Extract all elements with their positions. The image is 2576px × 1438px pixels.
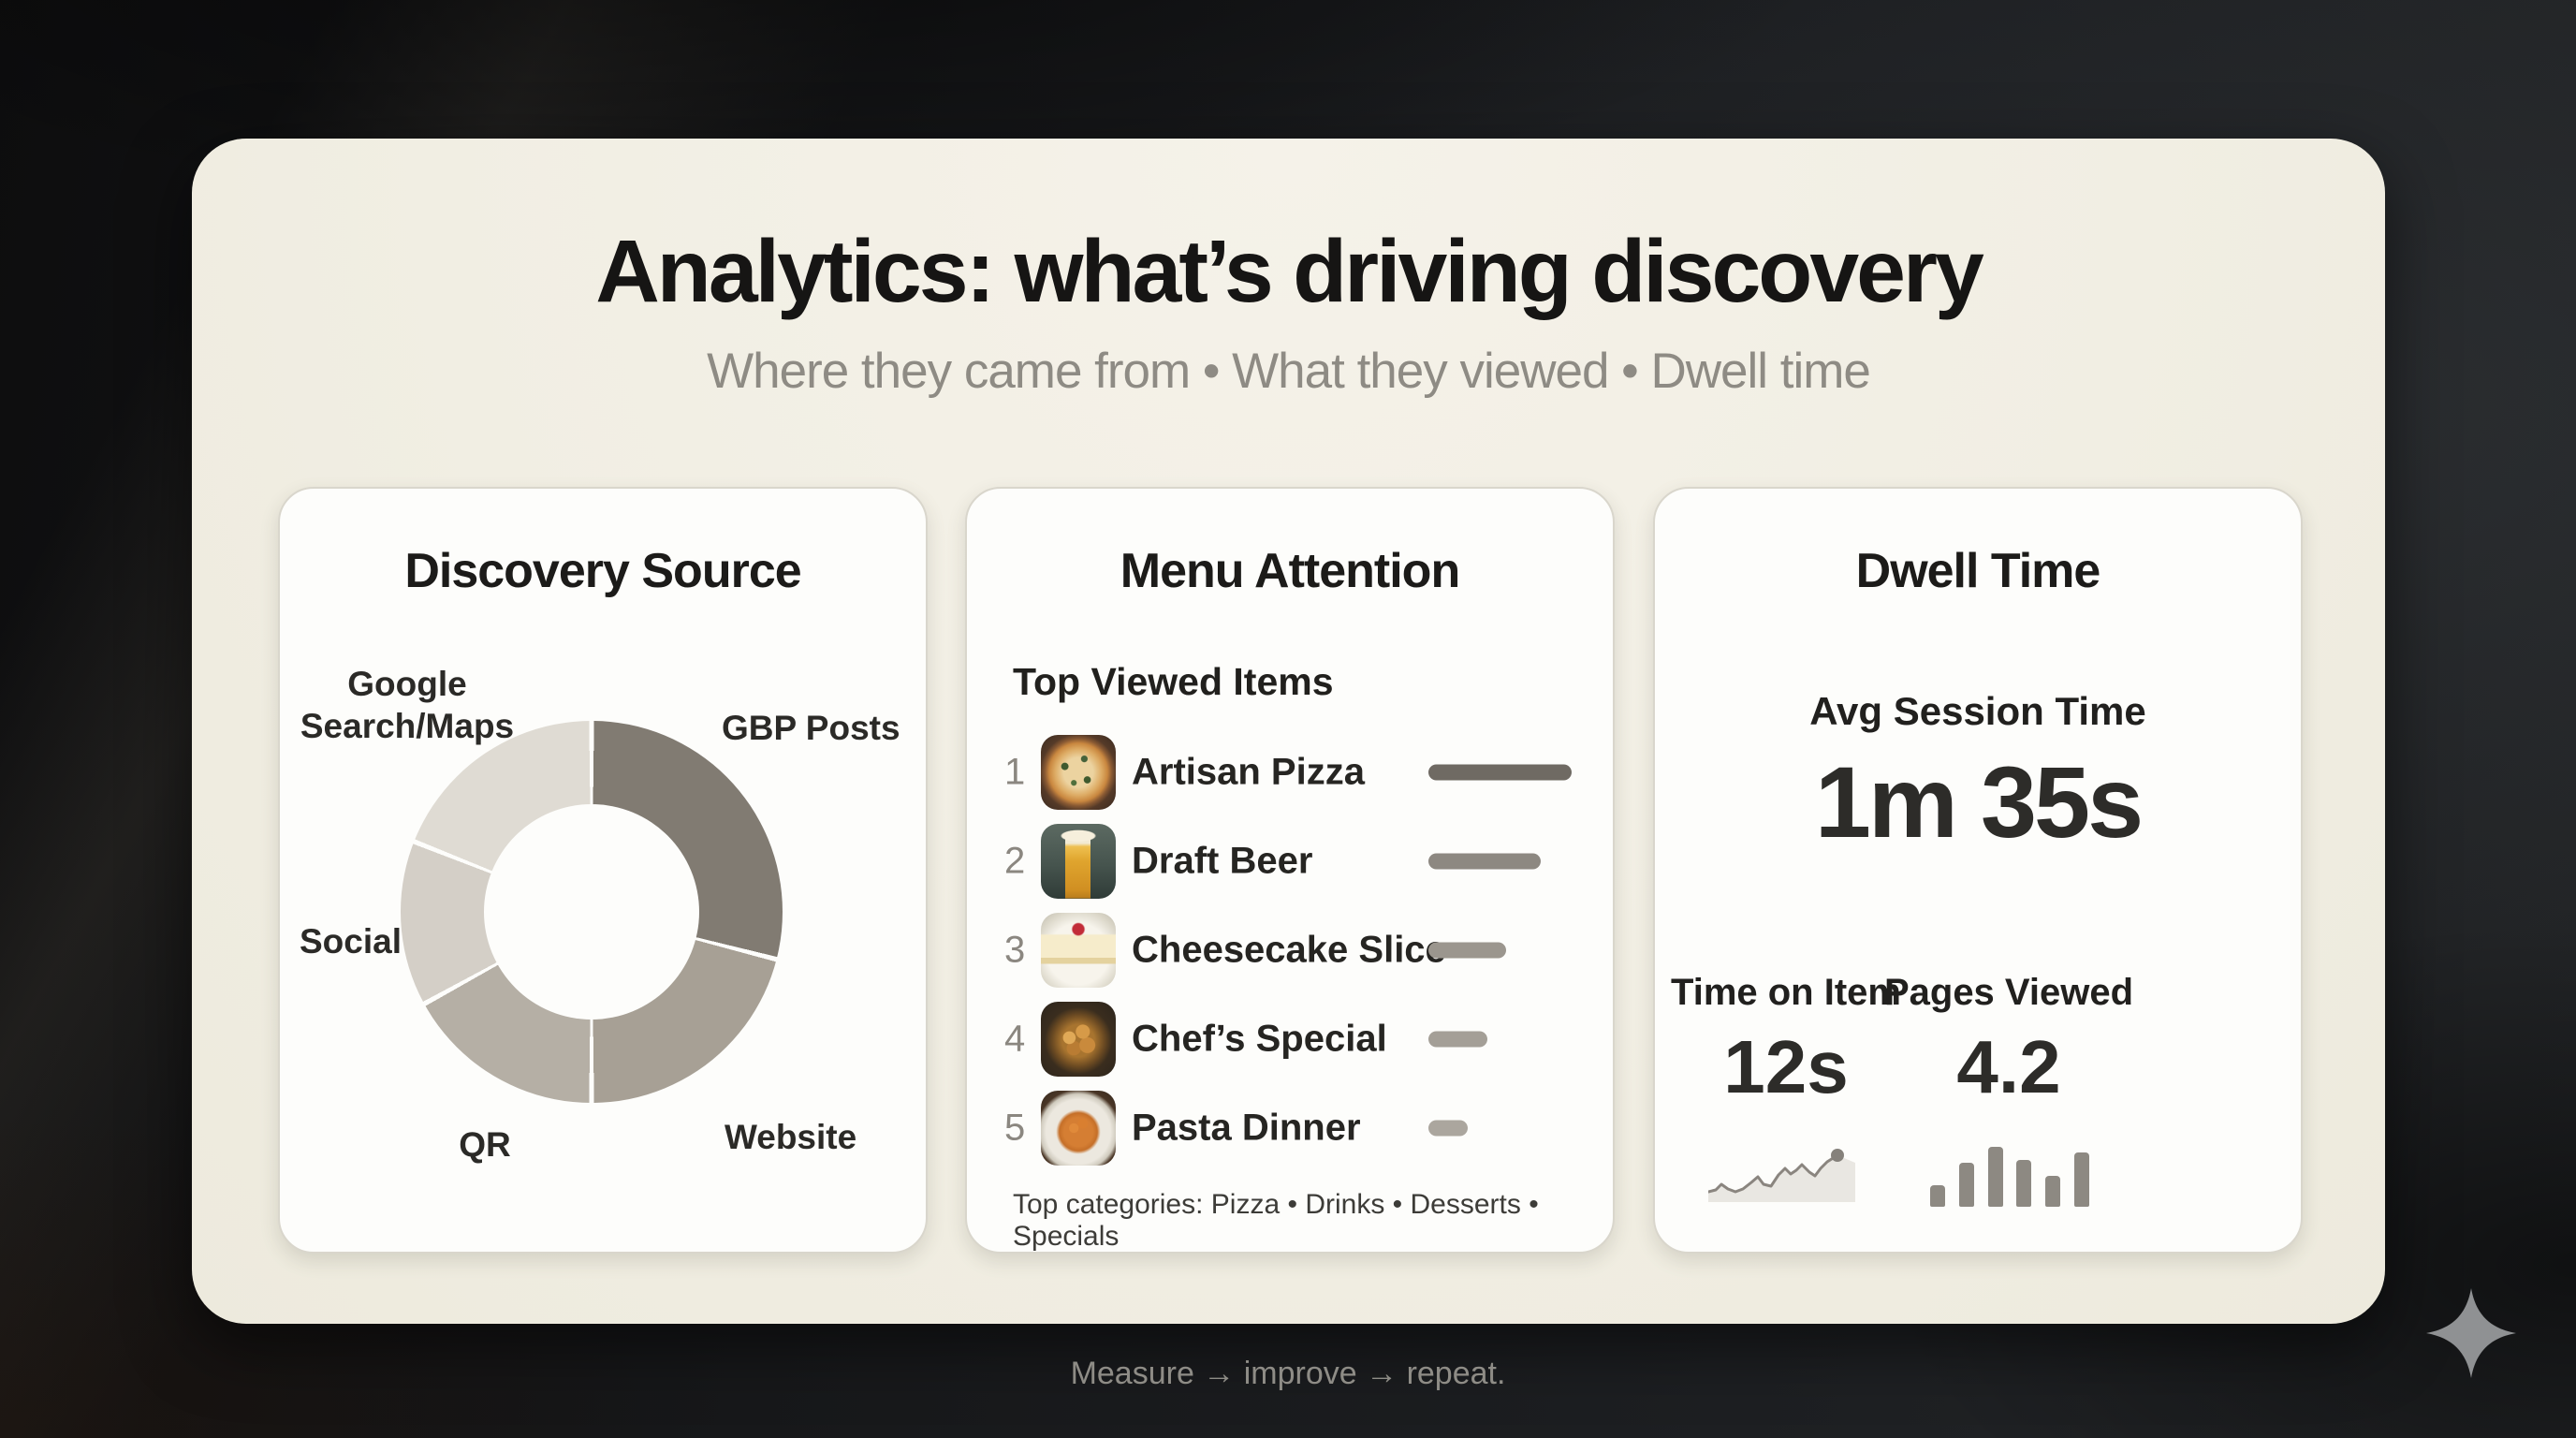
donut-label-google-line1: Google [347,665,467,703]
discovery-card-title: Discovery Source [404,544,801,598]
pages-viewed-bar-chart [1930,1144,2089,1207]
mini-bar [1987,1147,2003,1207]
list-item: 1 Artisan Pizza [967,727,1613,817]
donut-label-gbp-posts: GBP Posts [722,709,900,747]
food-thumbnail-beer [1041,824,1116,899]
time-on-item-label: Time on Item [1671,972,1901,1013]
pages-viewed-value: 4.2 [1956,1025,2061,1108]
list-item: 3 Cheesecake Slice [967,905,1613,995]
item-name: Draft Beer [1132,840,1313,882]
rank-number: 1 [1004,751,1026,793]
mini-bar [1958,1163,1974,1207]
slide-title: Analytics: what’s driving discovery [595,222,1984,321]
food-thumbnail-chefs-special [1041,1002,1116,1077]
rank-number: 4 [1004,1018,1026,1060]
avg-session-time-label: Avg Session Time [1809,689,2146,733]
dwell-time-card: Dwell Time Avg Session Time 1m 35s Time … [1653,487,2303,1254]
item-name: Pasta Dinner [1132,1107,1361,1149]
donut-label-google: Google Search/Maps [290,663,524,747]
donut-label-website: Website [724,1118,857,1156]
item-name: Cheesecake Slice [1132,929,1446,971]
rank-number: 5 [1004,1107,1026,1149]
mini-bar [2045,1176,2061,1207]
presentation-slide: Analytics: what’s driving discovery Wher… [192,139,2385,1324]
donut-hole [484,804,699,1020]
menu-card-title: Menu Attention [1120,544,1460,598]
dwell-card-title: Dwell Time [1855,544,2101,598]
donut-label-qr: QR [459,1125,511,1164]
discovery-donut-chart [401,721,783,1103]
sparkle-icon[interactable] [2426,1288,2516,1378]
attention-bar [1428,1031,1487,1048]
menu-attention-card: Menu Attention Top Viewed Items 1 Artisa… [965,487,1615,1254]
sparkline-end-dot [1831,1149,1844,1162]
sparkline-area [1708,1155,1855,1202]
attention-bar [1428,853,1541,870]
attention-bar [1428,1120,1468,1137]
list-item: 4 Chef’s Special [967,994,1613,1084]
time-on-item-value: 12s [1723,1025,1849,1108]
top-viewed-items-heading: Top Viewed Items [1013,660,1334,703]
sparkline-line [1708,1153,1839,1194]
rank-number: 3 [1004,929,1026,971]
time-on-item-sparkline [1708,1149,1855,1202]
mini-bar [1930,1185,1945,1207]
footer-tagline: Measure → improve → repeat. [1070,1356,1506,1391]
food-thumbnail-pasta [1041,1091,1116,1166]
list-item: 2 Draft Beer [967,816,1613,906]
attention-bar [1428,942,1506,959]
slide-subtitle: Where they came from • What they viewed … [707,344,1871,399]
rank-number: 2 [1004,840,1026,882]
mini-bar [2073,1152,2089,1207]
donut-label-social: Social [300,922,402,961]
attention-bar [1428,764,1572,781]
avg-session-time-value: 1m 35s [1814,745,2144,858]
food-thumbnail-pizza [1041,735,1116,810]
food-thumbnail-cheesecake [1041,913,1116,988]
top-categories-line: Top categories: Pizza • Drinks • Dessert… [1013,1189,1539,1252]
list-item: 5 Pasta Dinner [967,1083,1613,1173]
item-name: Chef’s Special [1132,1018,1387,1060]
discovery-source-card: Discovery Source Google Search/Maps GBP … [278,487,928,1254]
donut-label-google-line2: Search/Maps [300,707,515,746]
item-name: Artisan Pizza [1132,751,1365,793]
mini-bar [2016,1160,2032,1207]
pages-viewed-label: Pages Viewed [1883,972,2134,1013]
